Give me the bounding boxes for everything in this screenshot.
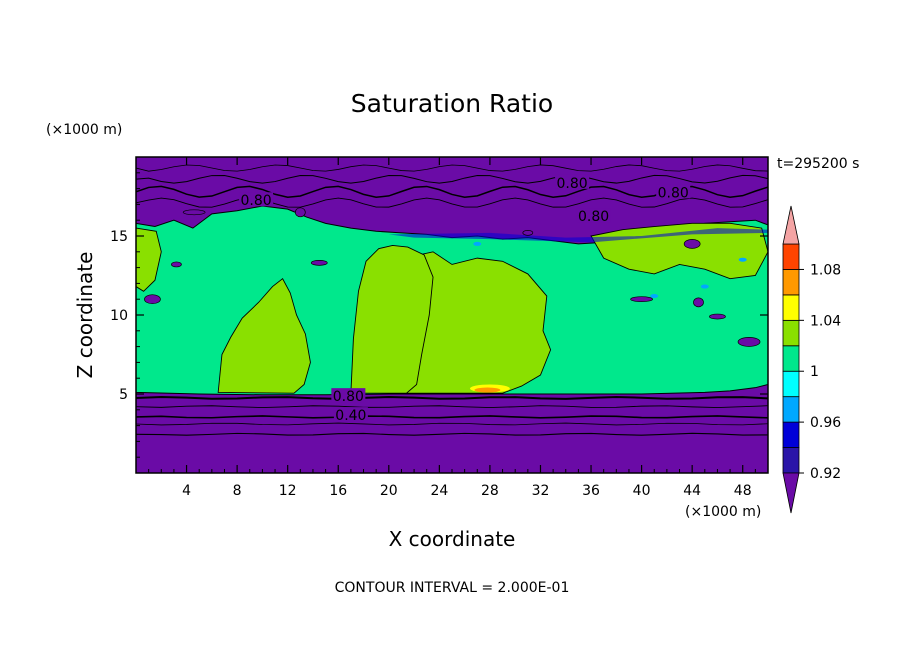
y-tick-label: 15 bbox=[110, 229, 128, 245]
contour-label: 0.80 bbox=[240, 193, 271, 209]
contour-line-lower bbox=[136, 422, 768, 426]
region-dry-patch bbox=[294, 207, 306, 218]
region-dry-patch bbox=[709, 313, 726, 320]
region-supersaturated-column-19km bbox=[350, 245, 434, 394]
colorbar-swatch bbox=[782, 319, 800, 347]
contour-line-upper bbox=[136, 164, 768, 172]
region-supersaturated-column-11km bbox=[217, 277, 311, 394]
colorbar-swatch bbox=[782, 421, 800, 448]
contour-label: 0.80 bbox=[556, 176, 587, 192]
colorbar-label: 1 bbox=[810, 364, 819, 380]
contour-label-bg bbox=[576, 208, 611, 223]
x-tick-label: 16 bbox=[329, 483, 347, 499]
x-units-label: (×1000 m) bbox=[685, 504, 761, 520]
contour-line-upper bbox=[136, 174, 768, 184]
x-axis-label: X coordinate bbox=[389, 527, 516, 551]
region-dry-patch bbox=[693, 297, 704, 308]
chart-title: Saturation Ratio bbox=[351, 89, 553, 118]
contour-label-bg bbox=[331, 388, 366, 403]
contour-label-bg bbox=[656, 184, 691, 199]
y-tick-label: 5 bbox=[119, 387, 128, 403]
region-moist-patch bbox=[650, 294, 659, 299]
region-dry-patch bbox=[171, 261, 182, 268]
x-tick-label: 40 bbox=[633, 483, 651, 499]
x-tick-label: 36 bbox=[582, 483, 600, 499]
y-units-label: (×1000 m) bbox=[46, 122, 122, 138]
region-cloud-top-edge bbox=[388, 228, 768, 243]
colorbar-label: 0.92 bbox=[810, 466, 841, 482]
x-tick-label: 28 bbox=[481, 483, 499, 499]
x-tick-label: 44 bbox=[683, 483, 701, 499]
region-dry-patch bbox=[182, 209, 206, 216]
contour-line-lower bbox=[136, 405, 768, 409]
time-label: t=295200 s bbox=[777, 156, 859, 172]
region-dry-patch bbox=[630, 296, 653, 303]
y-axis-ticks: 5 10 15 bbox=[110, 172, 768, 458]
y-tick-label: 10 bbox=[110, 308, 128, 324]
region-dry-patch bbox=[683, 239, 701, 249]
colorbar-swatch bbox=[782, 294, 800, 321]
contour-label: 0.80 bbox=[578, 209, 609, 225]
y-axis-label: Z coordinate bbox=[73, 252, 97, 379]
colorbar-swatch bbox=[782, 269, 800, 296]
contour-label-bg bbox=[239, 192, 274, 207]
colorbar-top-arrow bbox=[782, 205, 800, 245]
contour-label-bg bbox=[333, 407, 368, 422]
colorbar-swatch bbox=[782, 370, 800, 398]
region-moist-patch bbox=[738, 257, 747, 262]
contour-label: 0.40 bbox=[335, 408, 366, 424]
contour-label: 0.80 bbox=[658, 185, 689, 201]
region-dry-patch bbox=[737, 337, 761, 347]
x-tick-label: 8 bbox=[233, 483, 242, 499]
colorbar-swatch bbox=[782, 243, 800, 270]
colorbar-swatch bbox=[782, 447, 800, 474]
colorbar: 0.92 0.96 1 1.04 1.08 bbox=[782, 205, 841, 514]
contour-label-bg bbox=[555, 174, 590, 189]
colorbar-bottom-arrow bbox=[782, 472, 800, 514]
colorbar-swatch bbox=[782, 345, 800, 372]
x-tick-label: 32 bbox=[532, 483, 550, 499]
x-axis-ticks: 4 8 12 16 20 24 28 32 36 40 44 48 bbox=[148, 157, 756, 499]
region-dry-patch bbox=[522, 229, 534, 236]
colorbar-label: 1.04 bbox=[810, 313, 841, 329]
x-tick-label: 12 bbox=[279, 483, 297, 499]
colorbar-label: 0.96 bbox=[810, 415, 841, 431]
x-tick-label: 20 bbox=[380, 483, 398, 499]
contour-interval-label: CONTOUR INTERVAL = 2.000E-01 bbox=[335, 580, 570, 596]
x-tick-label: 48 bbox=[734, 483, 752, 499]
contour-plot-area: 0.80 0.80 0.80 0.80 0.80 0.40 bbox=[136, 157, 768, 473]
colorbar-label: 1.08 bbox=[810, 262, 841, 278]
x-tick-label: 4 bbox=[182, 483, 191, 499]
region-dry-patch bbox=[144, 294, 161, 305]
contour-label: 0.80 bbox=[333, 389, 364, 405]
region-supersaturated-left-edge bbox=[136, 227, 162, 292]
contour-line-lower bbox=[136, 415, 768, 419]
contour-line-lower bbox=[136, 396, 768, 400]
region-peak-28km bbox=[474, 387, 501, 393]
region-moist-patch bbox=[473, 241, 482, 246]
region-dry-patch bbox=[310, 260, 328, 266]
x-tick-label: 24 bbox=[430, 483, 448, 499]
colorbar-swatch bbox=[782, 396, 800, 423]
region-moist-patch bbox=[700, 284, 709, 289]
contour-line-lower bbox=[136, 432, 768, 436]
